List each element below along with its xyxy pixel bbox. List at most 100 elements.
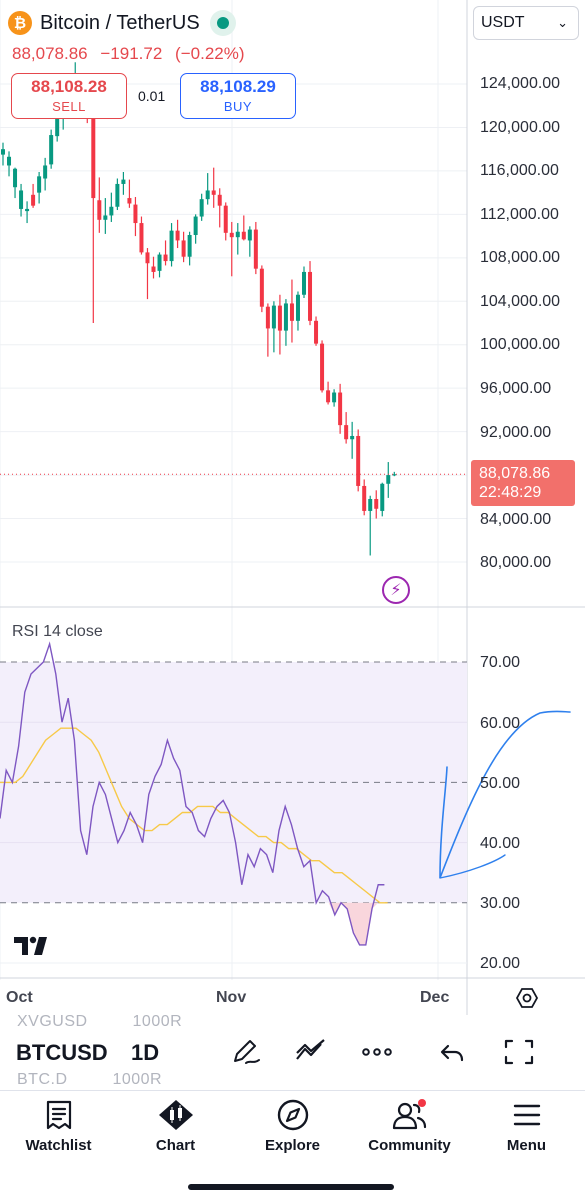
symbol-selector[interactable]: BTCUSD: [16, 1040, 108, 1065]
price-summary: 88,078.86 −191.72 (−0.22%): [12, 44, 245, 64]
candle-countdown: 22:48:29: [479, 484, 542, 501]
menu-icon: [513, 1104, 540, 1126]
candle-body: [1, 149, 5, 155]
price-axis-label: 84,000.00: [480, 511, 552, 528]
price-axis-label: 104,000.00: [480, 293, 561, 310]
nav-label: Explore: [264, 1137, 321, 1154]
bitcoin-icon: ₿: [8, 11, 32, 35]
candle-body: [199, 199, 204, 217]
undo-icon[interactable]: [437, 1037, 471, 1067]
candle-body: [283, 303, 288, 331]
candle-body: [223, 205, 228, 233]
candle-body: [169, 230, 174, 262]
nav-item-explore[interactable]: Explore: [234, 1095, 351, 1154]
candle-body: [314, 320, 319, 344]
pair-title: Bitcoin / TetherUS: [40, 11, 200, 34]
candle-body: [109, 206, 114, 216]
nav-label: Community: [368, 1137, 451, 1154]
candle-body: [265, 306, 270, 329]
rsi-axis-label: 40.00: [480, 835, 521, 852]
lightning-icon[interactable]: ⚡︎: [382, 576, 410, 604]
candle-body: [193, 216, 198, 236]
price-axis-label: 120,000.00: [480, 119, 561, 136]
divider: [0, 1090, 585, 1091]
more-icon[interactable]: [360, 1037, 394, 1067]
nav-item-community[interactable]: Community: [351, 1095, 468, 1154]
sell-button[interactable]: 88,108.28 SELL: [11, 73, 127, 119]
candle-body: [175, 230, 180, 241]
symbol-header[interactable]: ₿ Bitcoin / TetherUS: [8, 8, 236, 38]
nav-label: Watchlist: [25, 1137, 92, 1154]
candle-body: [37, 176, 42, 193]
rsi-axis-label: 30.00: [480, 895, 521, 912]
candle-body: [392, 474, 397, 476]
candle-body: [103, 215, 108, 220]
price-axis-label: 124,000.00: [480, 75, 561, 92]
price-axis-label: 96,000.00: [480, 380, 552, 397]
spread-value: 0.01: [138, 88, 166, 104]
rsi-axis-label: 20.00: [480, 955, 521, 972]
candle-body: [229, 232, 234, 238]
trend-line-icon[interactable]: [294, 1037, 328, 1067]
candle-body: [362, 485, 367, 511]
price-axis-label: 80,000.00: [480, 554, 552, 571]
nav-item-menu[interactable]: Menu: [468, 1095, 585, 1154]
pen-icon[interactable]: [229, 1037, 263, 1067]
candle-body: [259, 268, 264, 307]
candle-body: [326, 390, 331, 403]
nav-item-watchlist[interactable]: Watchlist: [0, 1095, 117, 1154]
price-axis-label: 116,000.00: [480, 162, 559, 179]
price-axis-label: 100,000.00: [480, 336, 561, 353]
candle-body: [277, 305, 282, 331]
candle-body: [127, 198, 132, 204]
nav-item-chart[interactable]: Chart: [117, 1095, 234, 1154]
price-axis-label: 112,000.00: [480, 206, 559, 223]
candle-body: [211, 190, 216, 195]
candle-body: [380, 483, 385, 511]
price-axis-label: 108,000.00: [480, 249, 561, 266]
rsi-indicator-label[interactable]: RSI 14 close: [12, 623, 103, 640]
tradingview-logo-icon: [14, 936, 47, 955]
candle-body: [13, 168, 18, 188]
symbol-picker-ghost-row: XVGUSD 1000R: [17, 1013, 183, 1030]
last-price: 88,078.86: [12, 44, 88, 63]
currency-select[interactable]: USDT ⌄: [473, 6, 579, 40]
chart-icon: [158, 1100, 193, 1130]
candle-body: [187, 235, 192, 257]
compass-icon: [277, 1099, 308, 1131]
candle-body: [55, 118, 60, 137]
candle-body: [217, 194, 222, 206]
nav-label: Menu: [506, 1137, 547, 1154]
candle-body: [97, 200, 102, 220]
watchlist-icon: [46, 1100, 71, 1130]
candle-body: [151, 266, 156, 272]
candle-body: [91, 115, 96, 199]
sell-price: 88,108.28: [31, 77, 107, 96]
candle-body: [356, 435, 361, 486]
rsi-axis-label: 50.00: [480, 775, 521, 792]
rsi-oversold-fill: [328, 902, 379, 945]
buy-button[interactable]: 88,108.29 BUY: [180, 73, 296, 119]
candle-body: [115, 183, 120, 207]
nav-label: Chart: [155, 1137, 196, 1154]
candle-body: [271, 305, 276, 329]
candle-body: [350, 435, 355, 440]
candle-body: [320, 343, 325, 391]
settings-icon[interactable]: [515, 986, 539, 1010]
time-axis-label: Dec: [420, 989, 450, 1006]
bottom-navigation: Watchlist Chart Explore: [0, 1091, 585, 1200]
market-open-icon: [209, 10, 236, 36]
buy-label: BUY: [223, 99, 253, 114]
fullscreen-icon[interactable]: [502, 1037, 536, 1067]
candle-body: [133, 204, 138, 224]
chart-area[interactable]: ₿ Bitcoin / TetherUS 88,078.86 −191.72 (…: [0, 0, 585, 1015]
chart-canvas[interactable]: [0, 0, 585, 1015]
candle-body: [332, 392, 337, 403]
candle-body: [139, 223, 144, 253]
rsi-line: [0, 641, 385, 946]
candle-body: [253, 229, 258, 269]
candle-body: [368, 498, 373, 511]
chevron-down-icon: ⌄: [557, 15, 568, 30]
chart-toolbar: XVGUSD 1000R BTCUSD 1D BTC.D 1000R: [0, 1013, 585, 1090]
interval-selector[interactable]: 1D: [131, 1040, 160, 1065]
